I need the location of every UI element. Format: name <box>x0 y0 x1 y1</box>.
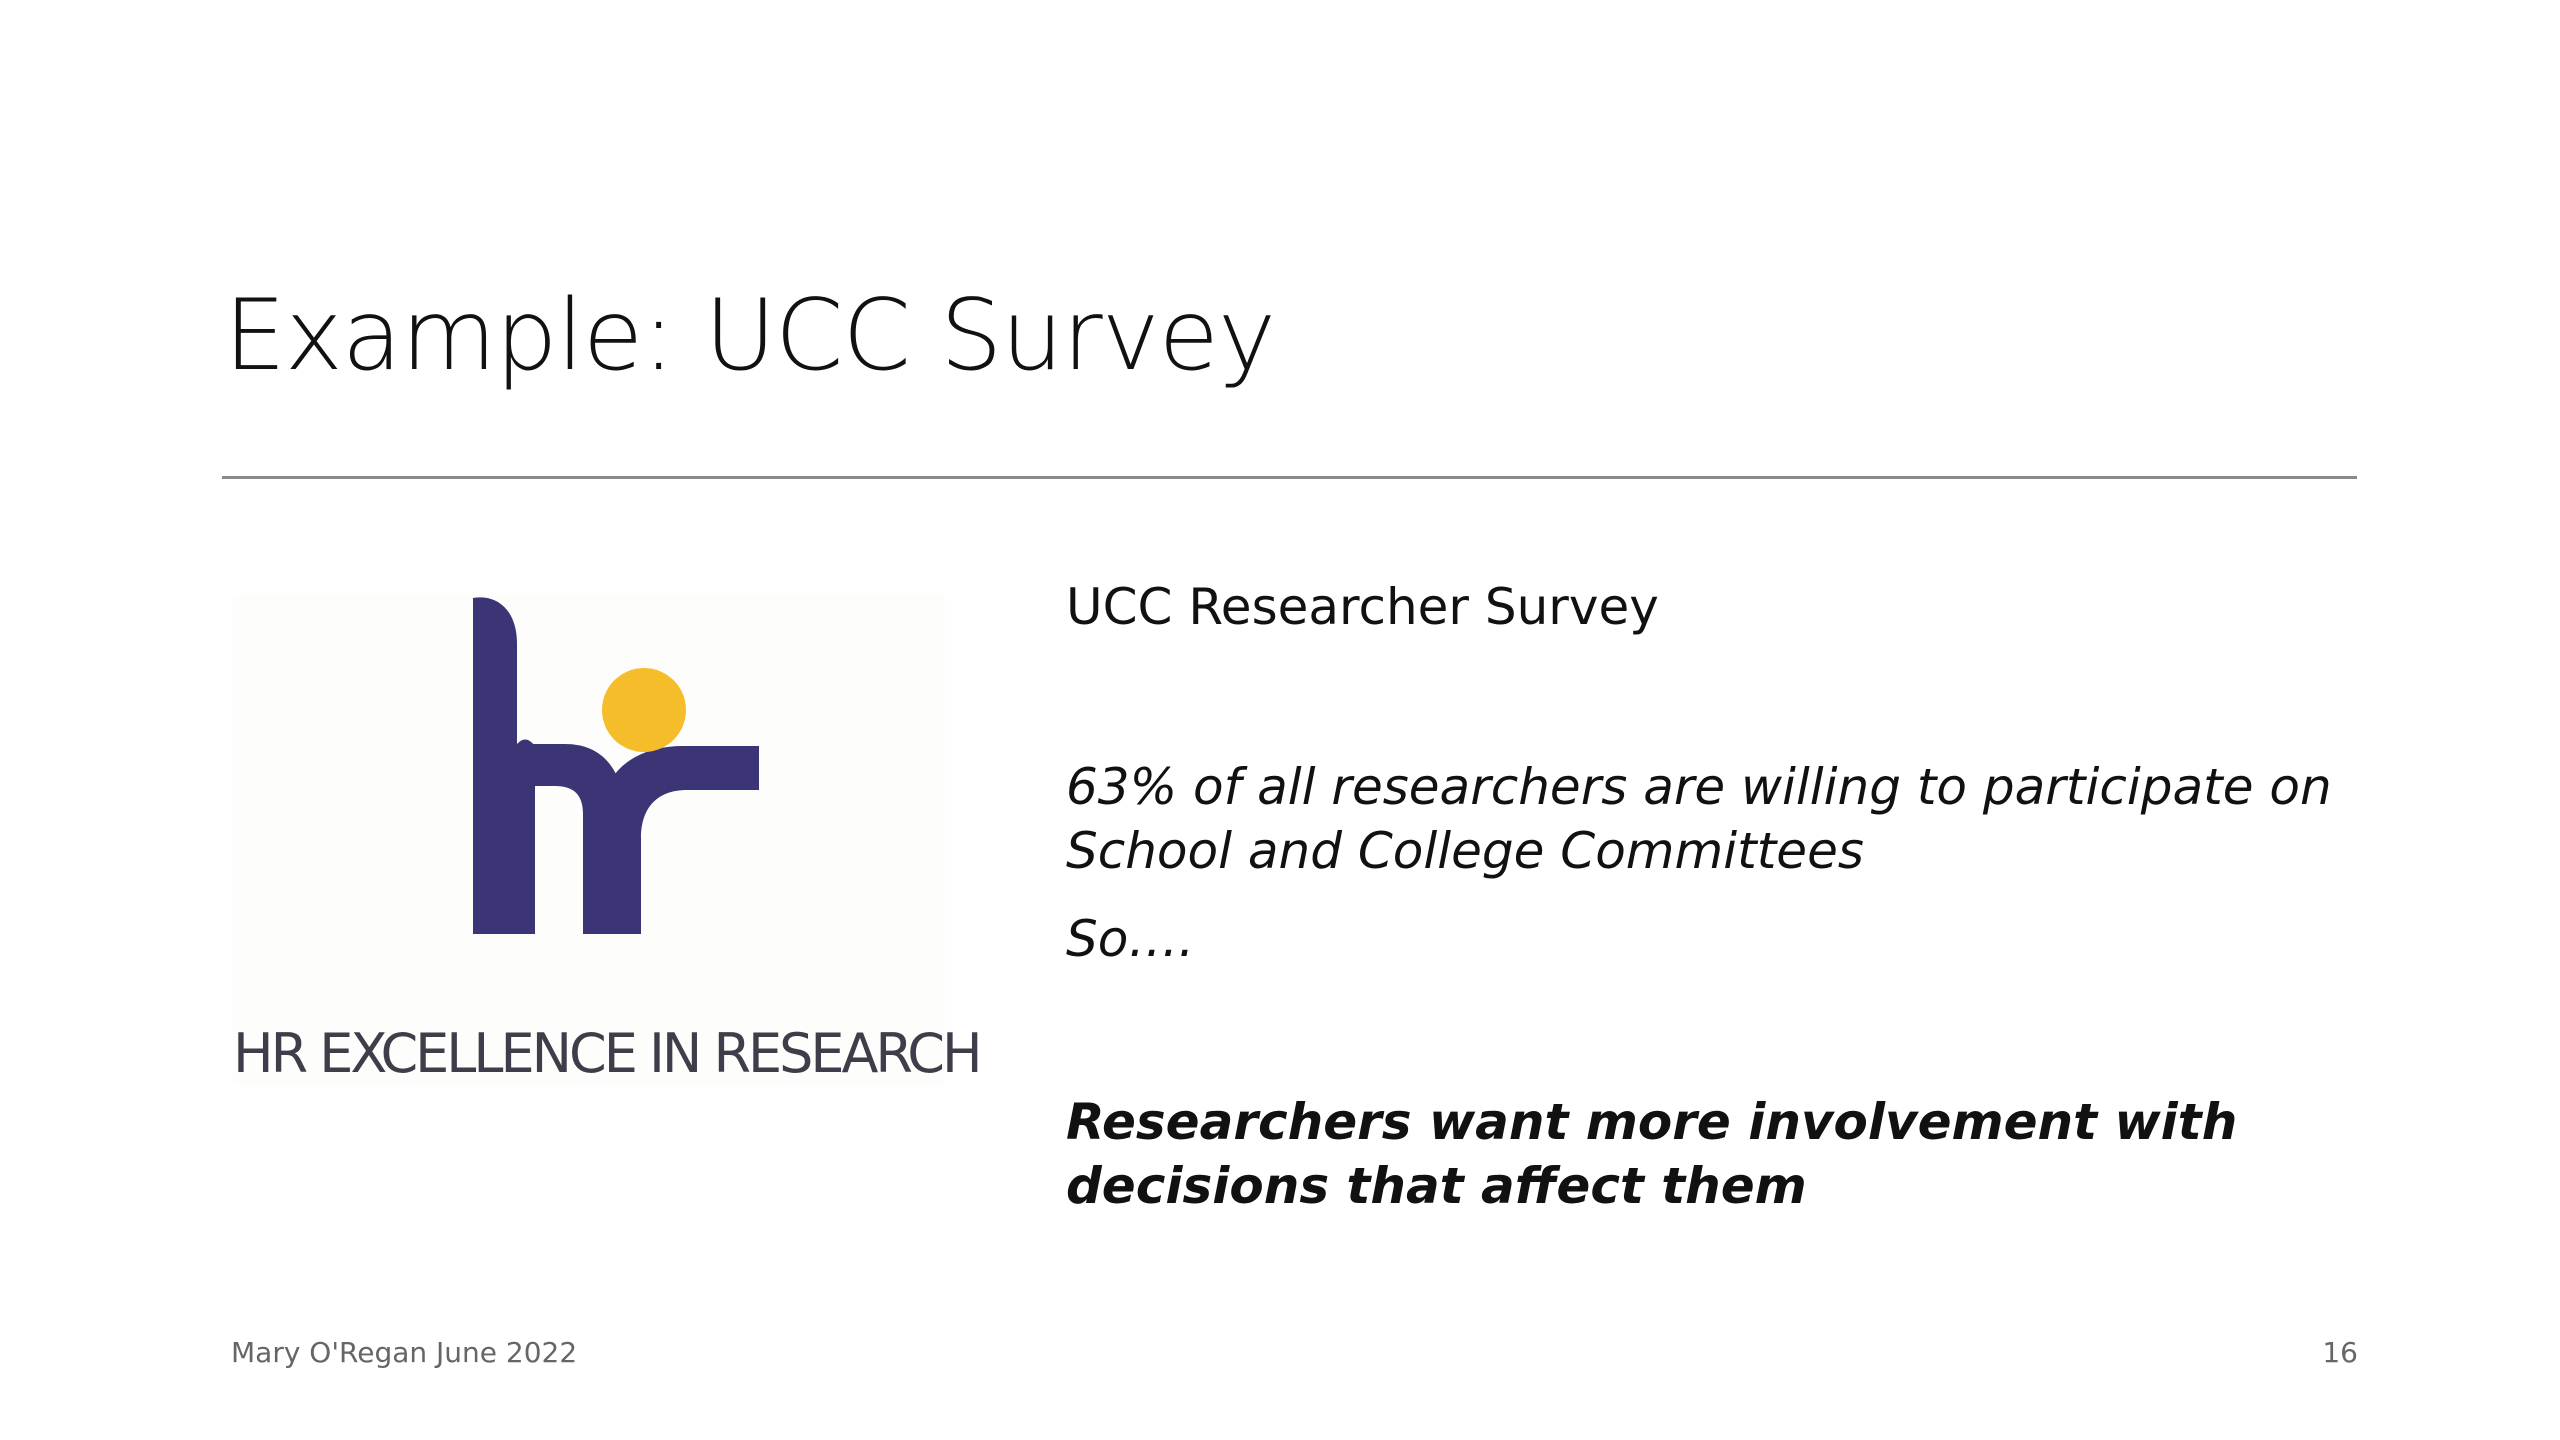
slide-title: Example: UCC Survey <box>224 279 1276 393</box>
transition-text: So…. <box>1066 910 1195 968</box>
footer-author-date: Mary O'Regan June 2022 <box>231 1336 578 1369</box>
conclusion-text: Researchers want more involvement with d… <box>1066 1093 2238 1215</box>
title-divider <box>222 476 2357 479</box>
content-heading: UCC Researcher Survey <box>1066 578 1659 636</box>
slide-number: 16 <box>2322 1336 2358 1369</box>
logo-caption: HR EXCELLENCE IN RESEARCH <box>233 1022 983 1085</box>
hr-logo-mark-icon <box>473 597 759 934</box>
survey-stat: 63% of all researchers are willing to pa… <box>1066 758 2332 880</box>
hr-excellence-logo: HR EXCELLENCE IN RESEARCH <box>233 594 983 1086</box>
